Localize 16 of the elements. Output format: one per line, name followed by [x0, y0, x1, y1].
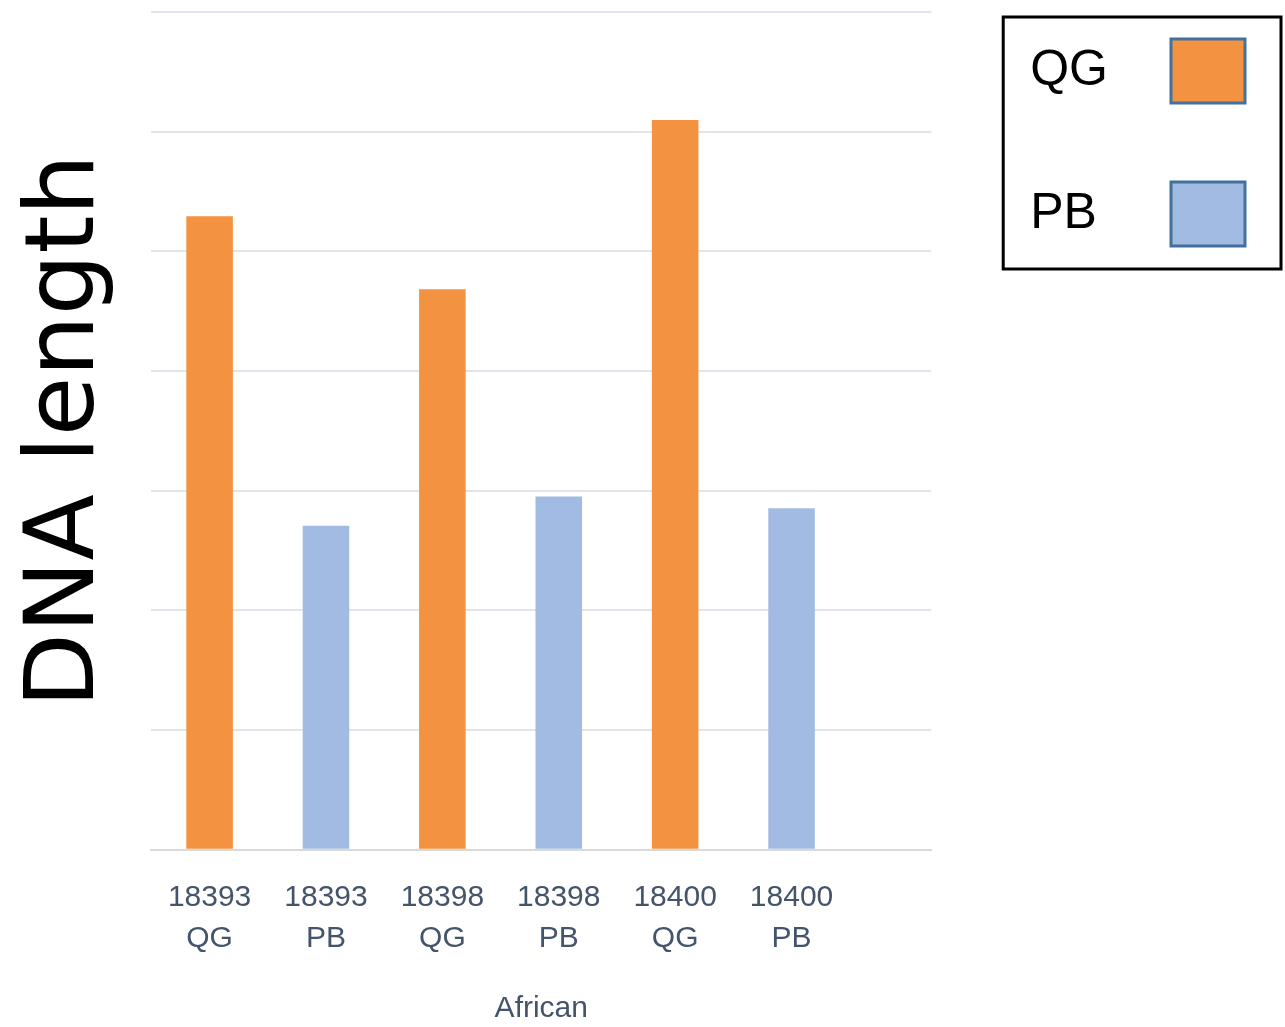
x-tick-label: 18398 QG [400, 878, 485, 953]
bar [419, 289, 466, 849]
y-axis-title: DNA length [3, 154, 117, 708]
x-tick-label: 18400 QG [633, 878, 717, 953]
bar [768, 508, 815, 849]
x-tick-label: 18393 PB [284, 878, 368, 953]
legend-label: PB [1030, 182, 1097, 239]
legend-label: QG [1030, 39, 1109, 96]
x-tick-label: 18393 QG [167, 878, 252, 953]
bar [651, 120, 699, 849]
x-tick-label: 18398 PB [517, 878, 601, 953]
x-tick-label: 18400 PB [749, 878, 834, 953]
bar [186, 216, 233, 849]
bar [535, 496, 583, 849]
x-axis-title: African [494, 990, 588, 1024]
bar [302, 525, 350, 849]
